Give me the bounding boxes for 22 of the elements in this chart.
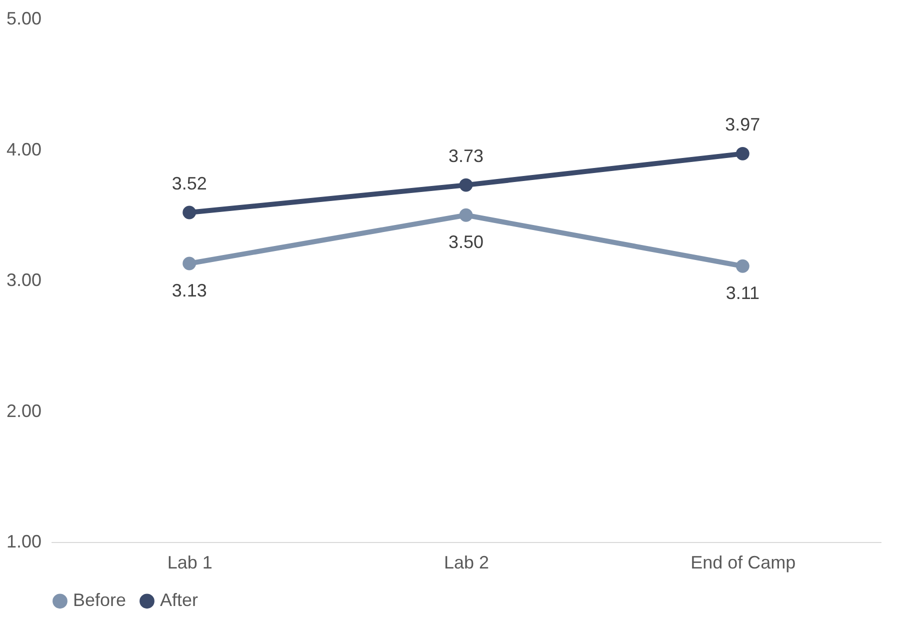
data-label: 3.13 bbox=[172, 280, 207, 301]
data-label: 3.97 bbox=[725, 114, 760, 135]
point bbox=[459, 178, 473, 192]
x-tick-label: Lab 2 bbox=[444, 552, 490, 572]
y-tick-label: 3.00 bbox=[6, 270, 42, 290]
data-label: 3.50 bbox=[448, 232, 484, 252]
point bbox=[182, 256, 196, 270]
y-tick-label: 2.00 bbox=[6, 400, 42, 421]
data-label: 3.73 bbox=[448, 146, 484, 166]
data-label: 3.52 bbox=[172, 174, 207, 194]
data-label: 3.11 bbox=[726, 283, 760, 304]
point bbox=[736, 146, 750, 160]
legend-label: Before bbox=[73, 590, 126, 610]
point bbox=[459, 208, 473, 222]
point bbox=[182, 206, 196, 220]
y-tick-label: 5.00 bbox=[6, 8, 42, 28]
y-tick-label: 1.00 bbox=[6, 532, 42, 552]
point bbox=[736, 259, 750, 273]
legend-label: After bbox=[160, 590, 198, 610]
x-tick-label: Lab 1 bbox=[167, 552, 212, 572]
x-tick-label: End of Camp bbox=[690, 552, 796, 572]
y-tick-label: 4.00 bbox=[6, 139, 42, 160]
